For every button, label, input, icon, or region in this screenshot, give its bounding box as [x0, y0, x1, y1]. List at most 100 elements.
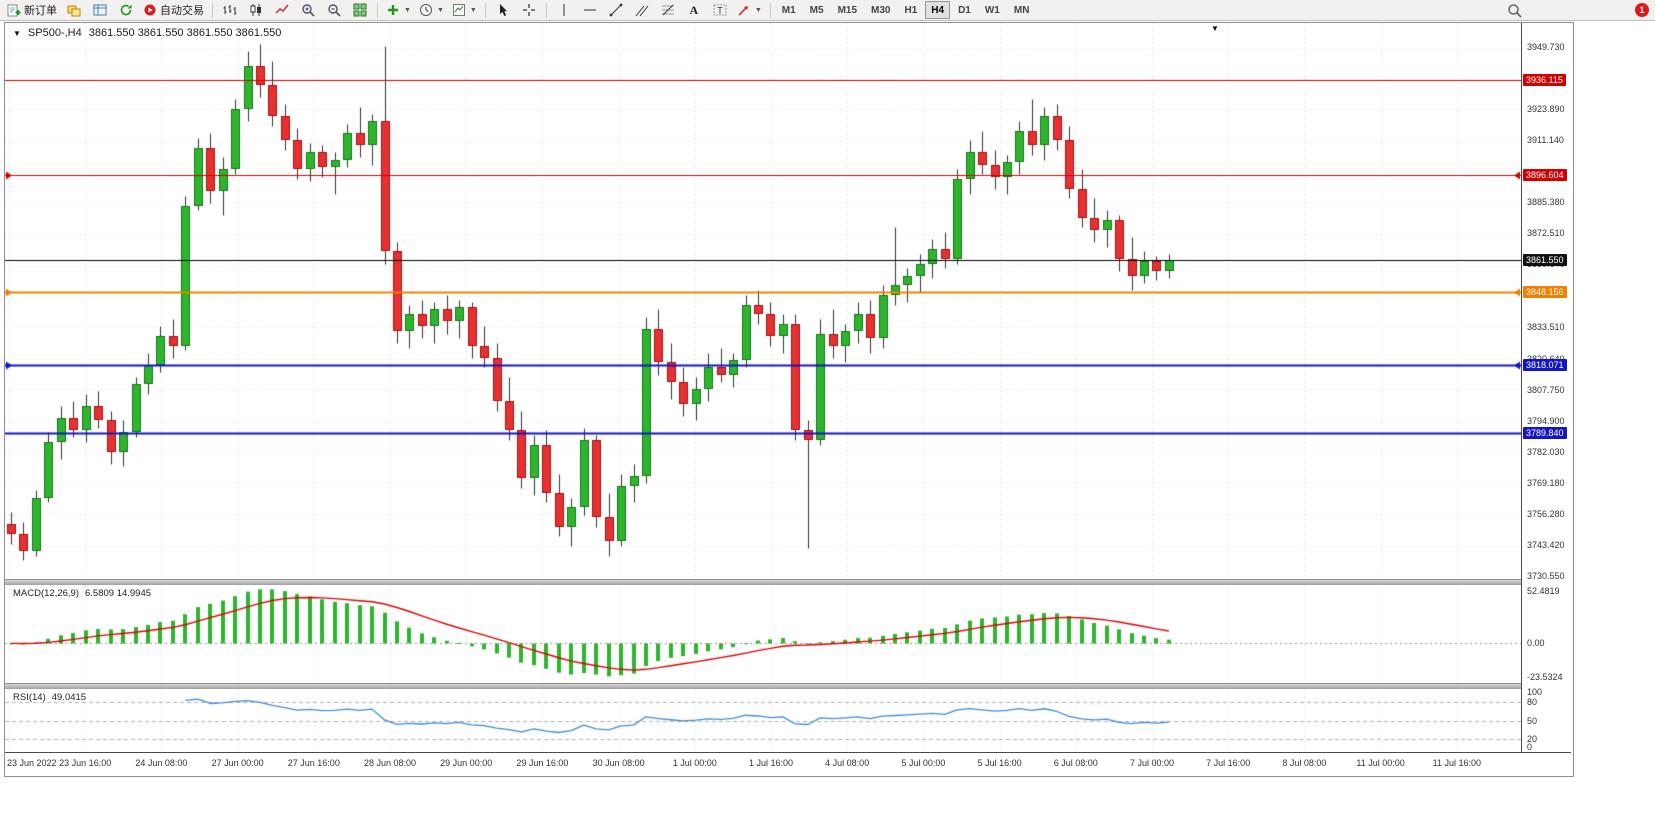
timeframe-m5-button[interactable]: M5: [809, 4, 824, 16]
candlestick-chart-button[interactable]: [243, 0, 269, 20]
panel-splitter-rsi[interactable]: [5, 683, 1571, 689]
new-order-label: 新订单: [24, 5, 57, 17]
symbol-period-label: SP500-,H4: [27, 27, 82, 39]
rsi-panel-canvas[interactable]: [5, 689, 1521, 752]
chevron-down-icon: ▼: [754, 6, 762, 14]
timeframe-m15-button[interactable]: M15: [837, 4, 858, 16]
price-tick: 3911.140: [1527, 135, 1564, 146]
vertical-line-tool-button[interactable]: [551, 0, 577, 20]
time-label: 30 Jun 08:00: [592, 758, 645, 768]
timeframe-m30-button[interactable]: M30: [871, 4, 891, 16]
price-tick: 3782.030: [1527, 446, 1565, 457]
time-label: 4 Jul 08:00: [825, 758, 870, 768]
tile-windows-icon: [353, 3, 367, 17]
price-tick: 3820.640: [1527, 354, 1565, 364]
new-order-button[interactable]: 新订单: [3, 0, 61, 20]
channel-tool-button[interactable]: [629, 0, 655, 20]
main-chart-canvas[interactable]: [5, 23, 1521, 579]
toolbar-right-group: 1: [1501, 0, 1652, 20]
fibonacci-tool-button[interactable]: [655, 0, 681, 20]
line-chart-icon: [275, 3, 289, 17]
macd-panel-canvas[interactable]: [5, 585, 1521, 683]
time-label: 24 Jun 08:00: [135, 758, 188, 768]
fibonacci-icon: [661, 3, 675, 17]
svg-text:T: T: [717, 6, 723, 16]
time-label: 7 Jul 00:00: [1129, 758, 1175, 768]
price-tick: 3730.550: [1527, 570, 1565, 581]
search-button[interactable]: [1501, 0, 1527, 20]
timeframe-w1-button[interactable]: W1: [984, 4, 1000, 16]
time-label: 11 Jul 16:00: [1432, 758, 1481, 768]
horizontal-line-icon: [583, 5, 597, 15]
market-watch-button[interactable]: [87, 0, 113, 20]
indicator-axis-label: 0: [1527, 742, 1533, 752]
tile-windows-button[interactable]: [347, 0, 373, 20]
timeframe-h1-button[interactable]: H1: [904, 4, 918, 16]
timeframe-mn-button[interactable]: MN: [1013, 4, 1030, 16]
trendline-tool-button[interactable]: [603, 0, 629, 20]
periods-button[interactable]: ▼: [415, 0, 448, 20]
time-label: 5 Jul 16:00: [977, 758, 1022, 768]
macd-name: MACD(12,26,9): [13, 588, 79, 599]
price-badge: 3789.840: [1523, 426, 1567, 439]
indicator-axis-label: -23.5324: [1527, 672, 1563, 682]
indicator-axis-label: 80: [1527, 697, 1538, 708]
bar-chart-button[interactable]: [217, 0, 243, 20]
indicator-axis-label: 100: [1527, 687, 1543, 697]
shapes-tool-button[interactable]: ▼: [733, 0, 766, 20]
auto-trading-label: 自动交易: [160, 5, 204, 17]
auto-trading-button[interactable]: 自动交易: [139, 0, 208, 20]
chevron-down-icon: ▼: [436, 6, 444, 14]
time-label: 1 Jul 00:00: [672, 758, 717, 768]
label-tool-button[interactable]: T: [707, 0, 733, 20]
macd-values: 6.5809 14.9945: [85, 588, 152, 599]
price-tick: 3794.900: [1527, 415, 1565, 426]
channel-icon: [635, 3, 649, 17]
price-badge: 3861.550: [1523, 253, 1567, 266]
line-chart-button[interactable]: [269, 0, 295, 20]
price-tick: 3769.180: [1527, 477, 1565, 488]
time-label: 27 Jun 00:00: [211, 758, 264, 768]
timeframe-h4-button[interactable]: H4: [925, 1, 951, 19]
crosshair-button[interactable]: [516, 0, 542, 20]
chart-annotation-marker-icon: ▼: [1211, 24, 1219, 33]
price-tick: 3885.380: [1527, 197, 1565, 208]
rsi-label: RSI(14) 49.0415: [13, 692, 86, 703]
time-label: 29 Jun 00:00: [440, 758, 493, 768]
text-tool-button[interactable]: A: [681, 0, 707, 20]
clock-icon: [419, 3, 433, 17]
refresh-icon: [119, 3, 133, 17]
symbol-dropdown-icon[interactable]: ▼: [13, 28, 21, 38]
indicator-axis-label: 0.00: [1527, 638, 1545, 649]
add-indicator-icon: [386, 3, 400, 17]
zoom-out-icon: [327, 3, 342, 18]
timeframe-d1-button[interactable]: D1: [958, 4, 971, 16]
refresh-button[interactable]: [113, 0, 139, 20]
horizontal-line-tool-button[interactable]: [577, 0, 603, 20]
templates-button[interactable]: ▼: [448, 0, 481, 20]
price-badge: 3896.604: [1523, 169, 1567, 182]
arrow-shape-icon: [737, 3, 751, 17]
toolbar-separator: [484, 2, 486, 18]
toolbar-separator: [769, 2, 771, 18]
zoom-out-button[interactable]: [321, 0, 347, 20]
ohlc-values: 3861.550 3861.550 3861.550 3861.550: [88, 27, 282, 39]
time-label: 28 Jun 08:00: [363, 758, 417, 768]
notification-badge[interactable]: 1: [1635, 3, 1649, 17]
time-axis[interactable]: 23 Jun 2022 23 Jun 16:00 24 Jun 08:00 27 Ju…: [5, 752, 1571, 776]
chart-profiles-icon: [67, 3, 81, 17]
time-label: 23 Jun 2022: [7, 758, 57, 768]
zoom-in-button[interactable]: [295, 0, 321, 20]
chevron-down-icon: ▼: [469, 6, 477, 14]
cursor-button[interactable]: [490, 0, 516, 20]
timeframe-m1-button[interactable]: M1: [781, 4, 796, 16]
price-badge: 3848.156: [1523, 286, 1567, 299]
chart-profiles-button[interactable]: [61, 0, 87, 20]
text-tool-icon: A: [689, 2, 699, 17]
panel-splitter-macd[interactable]: [5, 579, 1571, 585]
indicator-axis-label: 52.4819: [1527, 586, 1560, 596]
add-indicator-button[interactable]: ▼: [382, 0, 415, 20]
time-label: 5 Jul 00:00: [901, 758, 946, 768]
price-axis[interactable]: 3949.730 3923.890 3911.140 3885.380 3872.510…: [1521, 23, 1572, 752]
